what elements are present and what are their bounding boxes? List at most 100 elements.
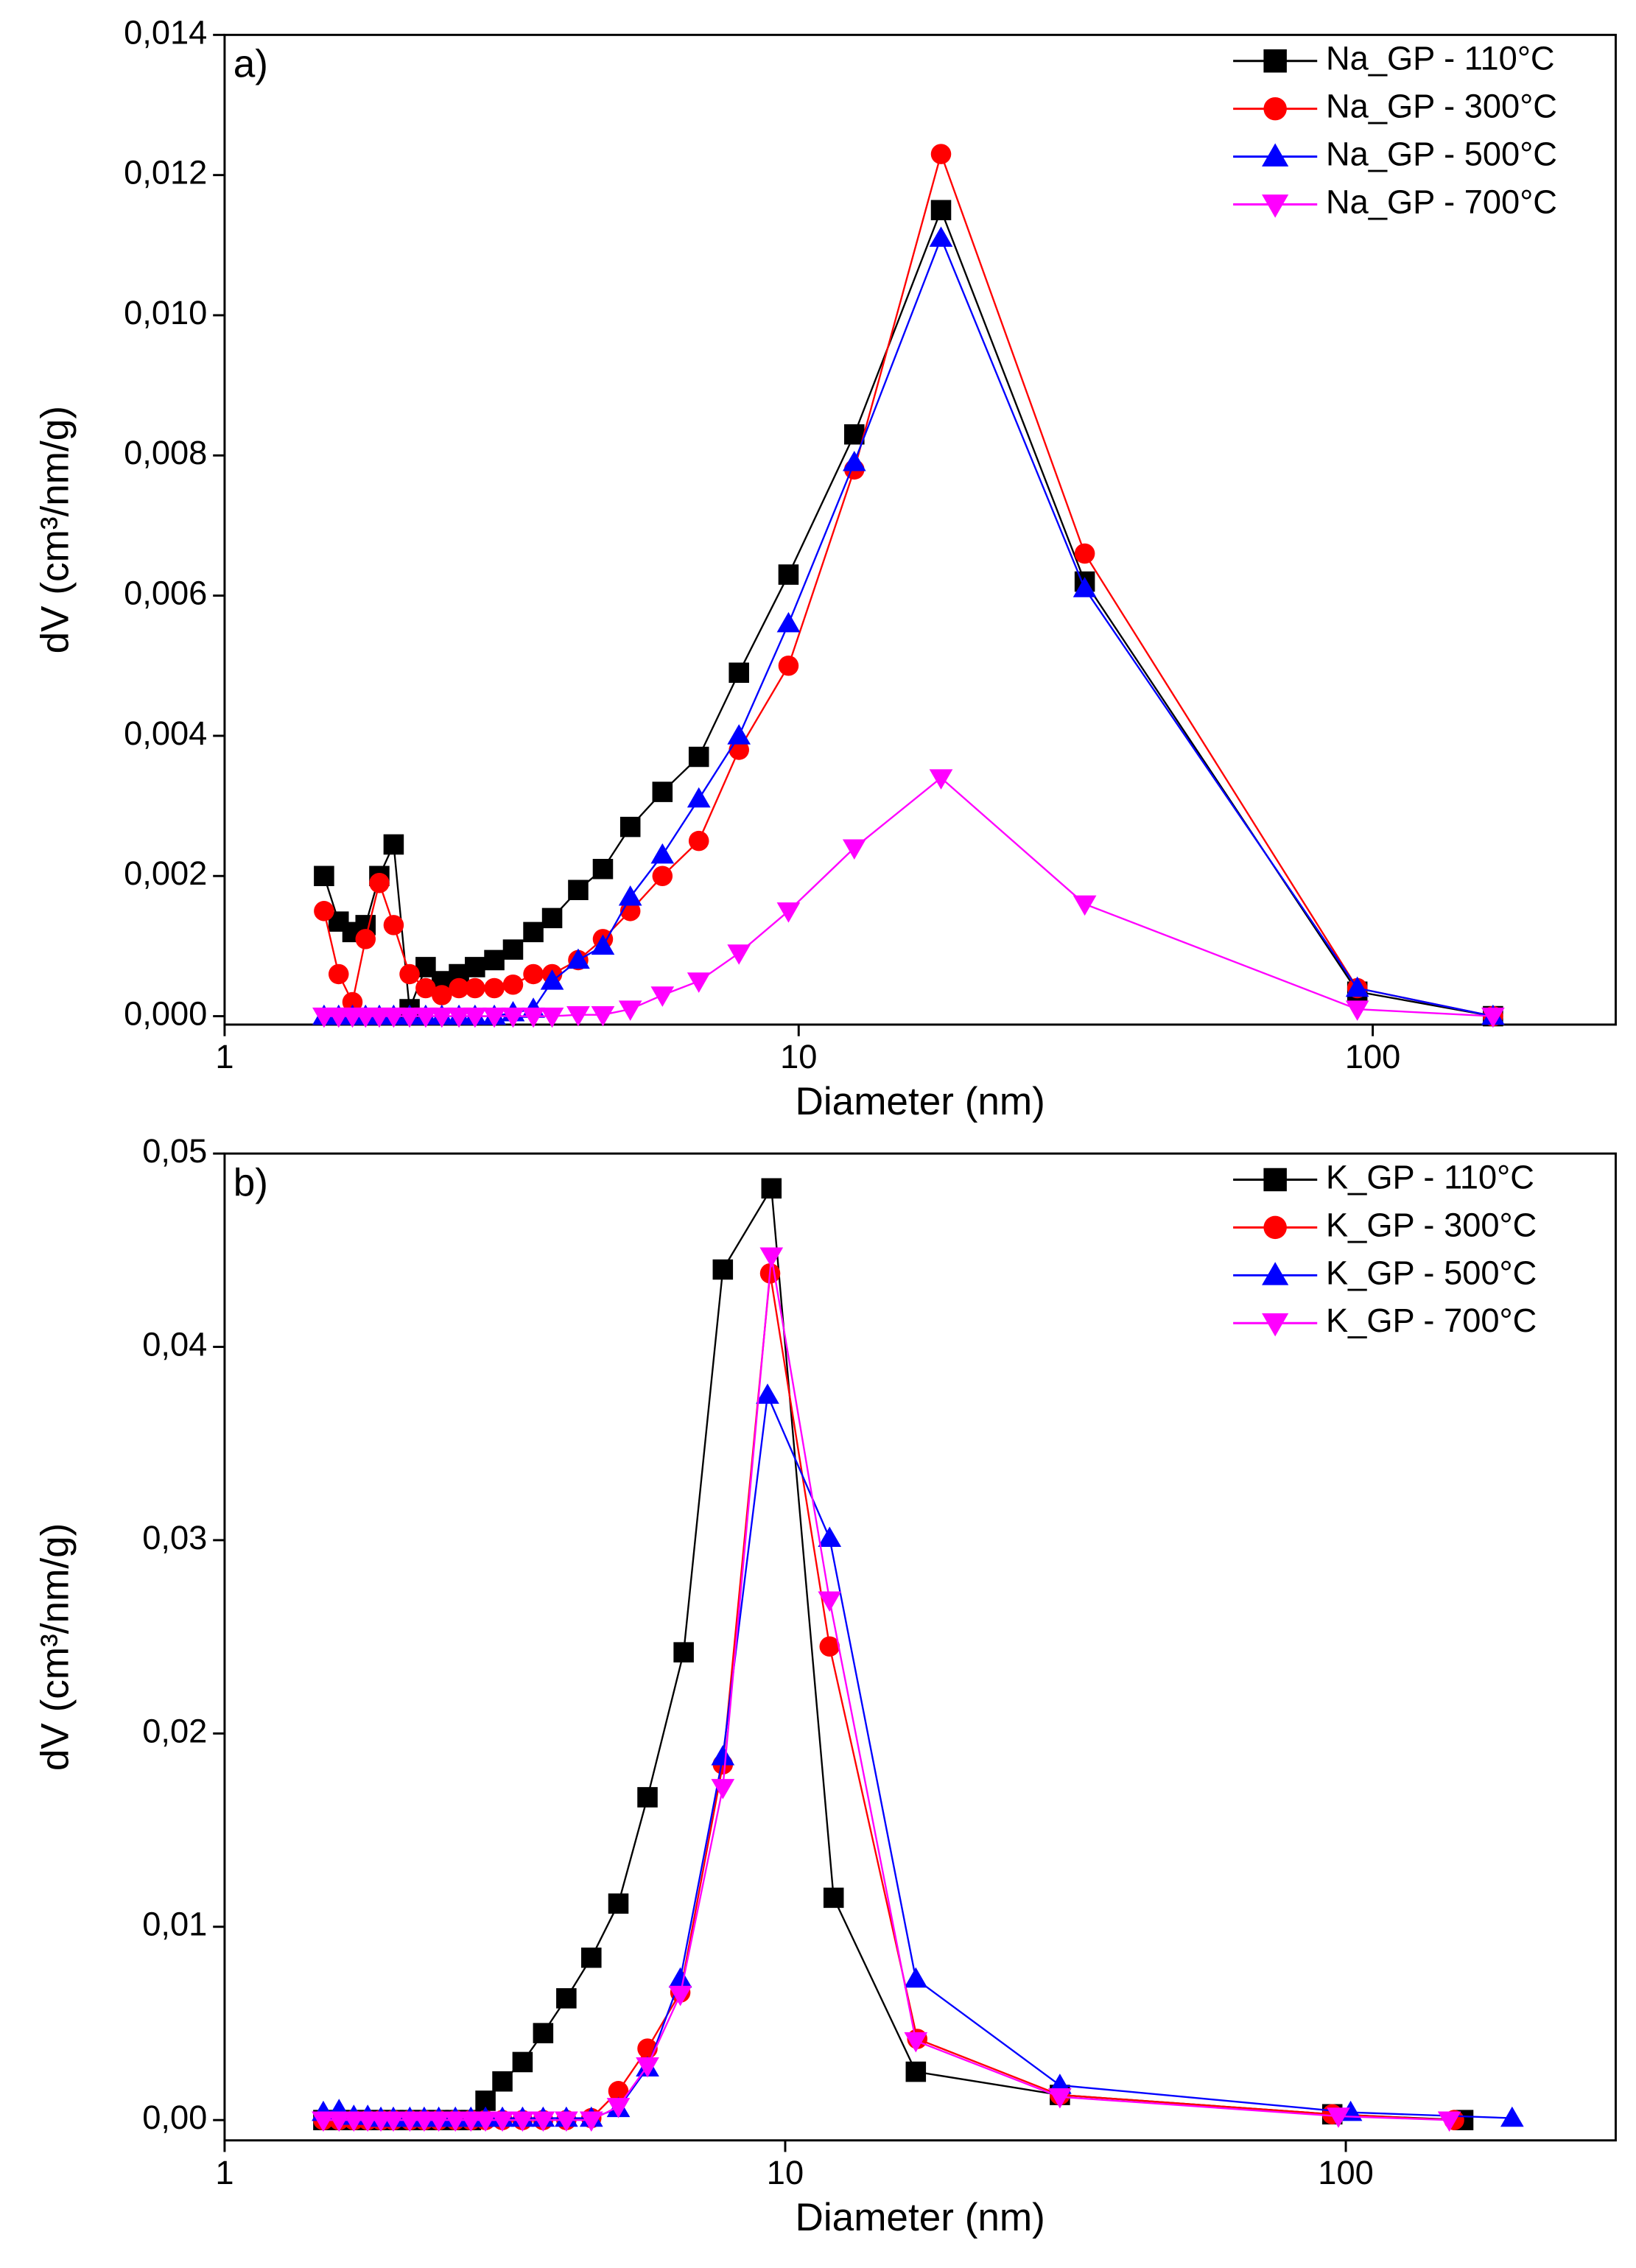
x-tick-label: 1: [215, 1038, 234, 1075]
data-point: [523, 921, 544, 943]
data-point: [819, 1636, 840, 1657]
data-point: [591, 1005, 615, 1027]
data-point: [314, 901, 334, 921]
series-line: [323, 207, 1494, 1017]
data-point: [687, 972, 711, 993]
y-tick-label: 0,008: [124, 434, 207, 471]
x-tick-label: 100: [1345, 1038, 1400, 1075]
data-point: [463, 1007, 487, 1028]
data-point: [776, 902, 801, 923]
data-point: [523, 963, 544, 985]
data-point: [449, 977, 469, 999]
legend-label: Na_GP - 300°C: [1326, 88, 1557, 125]
data-point: [382, 2111, 405, 2132]
data-point: [727, 724, 751, 745]
data-point: [650, 986, 675, 1007]
series-line: [323, 1391, 1512, 2119]
legend-marker: [1263, 49, 1287, 73]
data-point: [761, 1178, 782, 1199]
x-axis-label: Diameter (nm): [796, 2196, 1045, 2239]
data-point: [842, 839, 866, 860]
data-point: [540, 969, 564, 990]
data-point: [930, 200, 952, 221]
data-point: [818, 1526, 842, 1547]
data-point: [328, 963, 349, 985]
data-point: [673, 1642, 694, 1663]
x-tick-label: 10: [780, 1038, 817, 1075]
legend-label: K_GP - 700°C: [1326, 1302, 1537, 1339]
panel-label: b): [234, 1161, 268, 1204]
data-point: [712, 1259, 734, 1280]
data-point: [1345, 1000, 1369, 1021]
data-point: [459, 2111, 483, 2132]
data-point: [930, 144, 952, 164]
y-tick-label: 0,006: [124, 575, 207, 612]
data-point: [1074, 543, 1095, 564]
data-point: [608, 2081, 629, 2102]
data-point: [383, 834, 404, 855]
data-point: [432, 985, 452, 1005]
data-point: [1345, 976, 1369, 997]
data-point: [650, 843, 675, 864]
data-point: [502, 939, 524, 960]
data-point: [398, 1007, 421, 1028]
legend-marker: [1263, 1168, 1287, 1192]
data-point: [312, 1007, 336, 1028]
data-point: [842, 450, 866, 471]
data-point: [688, 746, 709, 768]
data-point: [1500, 2106, 1524, 2127]
series-line: [323, 151, 1494, 1017]
data-point: [432, 971, 452, 991]
y-tick-label: 0,01: [142, 1906, 207, 1943]
data-point: [501, 1007, 525, 1028]
data-point: [579, 2111, 603, 2132]
data-point: [502, 974, 524, 995]
data-point: [904, 2032, 928, 2053]
y-axis-label: dV (cm³/nm/g): [34, 1523, 77, 1771]
legend-label: K_GP - 500°C: [1326, 1254, 1537, 1291]
data-point: [592, 858, 614, 880]
data-point: [566, 948, 590, 969]
data-point: [475, 2090, 496, 2111]
y-tick-label: 0,012: [124, 154, 207, 192]
data-point: [823, 1887, 844, 1909]
data-point: [637, 1787, 658, 1808]
y-tick-label: 0,04: [142, 1325, 207, 1363]
legend-label: Na_GP - 500°C: [1326, 136, 1557, 173]
data-point: [327, 2111, 351, 2132]
data-point: [905, 2061, 927, 2082]
data-point: [591, 934, 615, 955]
data-point: [531, 2111, 555, 2132]
data-point: [729, 662, 749, 684]
data-point: [929, 226, 953, 247]
x-axis-label: Diameter (nm): [796, 1080, 1045, 1123]
legend-label: Na_GP - 700°C: [1326, 183, 1557, 220]
data-point: [668, 1985, 692, 2007]
data-point: [447, 1007, 471, 1028]
data-point: [759, 1247, 784, 1268]
x-tick-label: 1: [215, 2154, 234, 2191]
data-point: [369, 872, 390, 893]
data-point: [312, 2111, 335, 2132]
data-point: [415, 957, 436, 977]
data-point: [818, 1591, 842, 1612]
data-point: [382, 1007, 406, 1028]
plot-frame: [223, 33, 1617, 1026]
data-point: [414, 1007, 438, 1028]
data-point: [606, 2098, 631, 2118]
data-point: [512, 2051, 533, 2073]
data-point: [778, 656, 799, 676]
data-point: [711, 1744, 735, 1766]
legend-marker: [1263, 1215, 1287, 1240]
data-point: [844, 424, 865, 445]
y-tick-label: 0,010: [124, 294, 207, 331]
data-point: [426, 2111, 451, 2132]
data-point: [776, 611, 801, 633]
data-point: [399, 963, 420, 985]
data-point: [429, 1007, 454, 1028]
data-point: [540, 1007, 564, 1028]
data-point: [568, 880, 589, 901]
data-point: [1072, 577, 1097, 597]
y-tick-label: 0,05: [142, 1132, 207, 1170]
